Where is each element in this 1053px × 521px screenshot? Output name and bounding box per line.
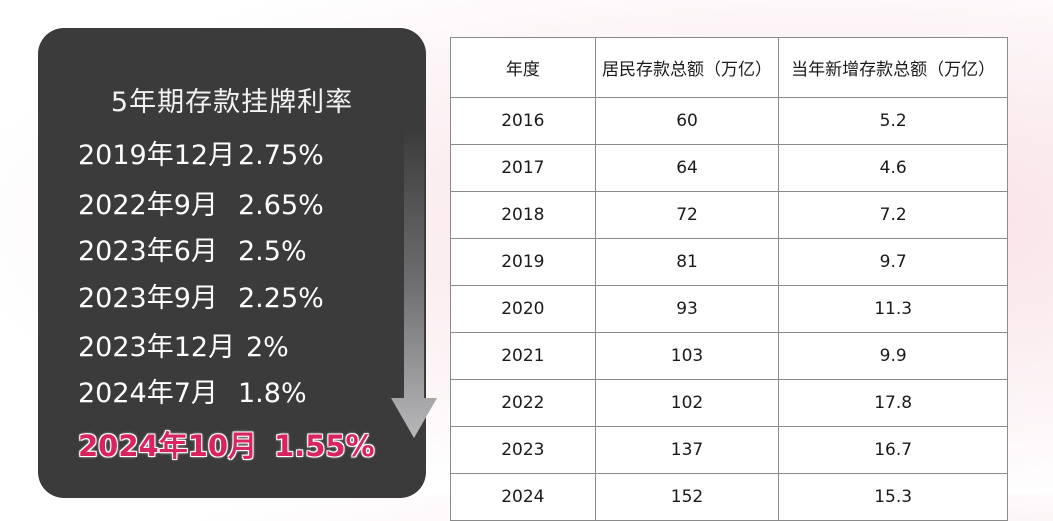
cell-year: 2018 [450, 191, 596, 239]
cell-new: 15.3 [778, 473, 1008, 521]
rate-row: 2023年6月 2.5% [78, 234, 307, 270]
rate-value: 2.25% [238, 283, 324, 314]
cell-total: 64 [594, 144, 780, 192]
table-header-row: 年度 居民存款总额（万亿） 当年新增存款总额（万亿） [450, 37, 1008, 98]
rate-row-highlight: 2024年10月 1.55% [78, 428, 375, 464]
cell-year: 2024 [450, 473, 596, 521]
table-row: 2018 72 7.2 [450, 191, 1008, 239]
deposit-table: 年度 居民存款总额（万亿） 当年新增存款总额（万亿） 2016 60 5.2 201… [450, 37, 1008, 521]
cell-new: 7.2 [778, 191, 1008, 239]
table-row: 2019 81 9.7 [450, 238, 1008, 286]
cell-year: 2017 [450, 144, 596, 192]
cell-total: 137 [594, 426, 780, 474]
column-header-total-deposits: 居民存款总额（万亿） [594, 37, 780, 98]
cell-total: 103 [594, 332, 780, 380]
table-row: 2024 152 15.3 [450, 473, 1008, 521]
rate-row: 2023年12月 2% [78, 330, 289, 366]
rate-date: 2022年9月 [78, 190, 218, 221]
table-row: 2021 103 9.9 [450, 332, 1008, 380]
cell-new: 4.6 [778, 144, 1008, 192]
cell-new: 11.3 [778, 285, 1008, 333]
column-header-year: 年度 [450, 37, 596, 98]
cell-new: 9.9 [778, 332, 1008, 380]
rate-row: 2024年7月 1.8% [78, 376, 307, 412]
rate-row: 2022年9月 2.65% [78, 188, 324, 224]
rate-row: 2019年12月 2.75% [78, 138, 324, 174]
rate-card: 5年期存款挂牌利率 2019年12月 2.75% 2022年9月 2.65% 202… [38, 28, 437, 498]
cell-new: 16.7 [778, 426, 1008, 474]
column-header-new-deposits: 当年新增存款总额（万亿） [778, 37, 1008, 98]
table-row: 2016 60 5.2 [450, 97, 1008, 145]
cell-year: 2022 [450, 379, 596, 427]
rate-value: 2.65% [238, 190, 324, 221]
table-row: 2022 102 17.8 [450, 379, 1008, 427]
rate-value: 1.8% [238, 378, 307, 409]
rate-panel-title: 5年期存款挂牌利率 [110, 87, 354, 118]
rate-date: 2024年10月 [78, 429, 258, 463]
cell-new: 9.7 [778, 238, 1008, 286]
rate-value: 1.55% [274, 429, 375, 463]
cell-total: 81 [594, 238, 780, 286]
table-row: 2023 137 16.7 [450, 426, 1008, 474]
down-arrow-icon [391, 128, 437, 438]
cell-total: 102 [594, 379, 780, 427]
table-row: 2020 93 11.3 [450, 285, 1008, 333]
rate-date: 2019年12月 [78, 140, 236, 171]
table-row: 2017 64 4.6 [450, 144, 1008, 192]
cell-year: 2023 [450, 426, 596, 474]
cell-year: 2020 [450, 285, 596, 333]
rate-date: 2023年6月 [78, 236, 218, 267]
rate-date: 2023年12月 [78, 332, 236, 363]
cell-year: 2021 [450, 332, 596, 380]
cell-total: 60 [594, 97, 780, 145]
rate-row: 2023年9月 2.25% [78, 281, 324, 317]
cell-new: 5.2 [778, 97, 1008, 145]
cell-new: 17.8 [778, 379, 1008, 427]
rate-value: 2.5% [238, 236, 307, 267]
rate-date: 2024年7月 [78, 378, 218, 409]
cell-total: 72 [594, 191, 780, 239]
cell-year: 2019 [450, 238, 596, 286]
rate-date: 2023年9月 [78, 283, 218, 314]
cell-year: 2016 [450, 97, 596, 145]
rate-value: 2.75% [238, 140, 324, 171]
cell-total: 93 [594, 285, 780, 333]
rate-value: 2% [246, 332, 289, 363]
cell-total: 152 [594, 473, 780, 521]
